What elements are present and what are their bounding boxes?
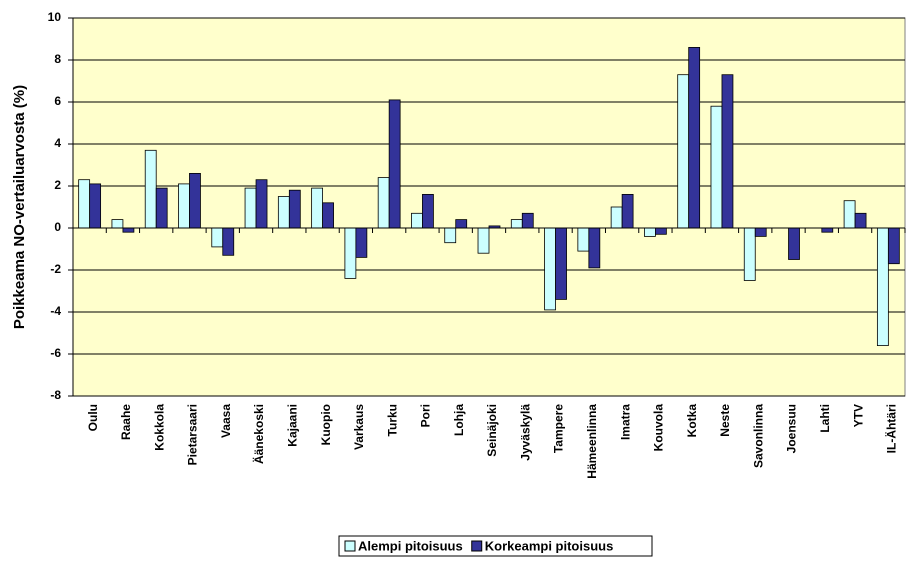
bar bbox=[211, 227, 224, 248]
x-tick-label: Hämeenlinna bbox=[585, 404, 599, 479]
x-tick-label: Tampere bbox=[552, 404, 566, 453]
bar bbox=[122, 227, 135, 233]
bar bbox=[144, 149, 157, 229]
y-tick-label: 4 bbox=[54, 136, 61, 150]
bar bbox=[155, 187, 168, 229]
legend-box bbox=[338, 535, 653, 557]
bar bbox=[422, 193, 434, 229]
x-tick-label: Kuopio bbox=[319, 404, 333, 445]
x-tick-label: Pietarsaari bbox=[186, 404, 200, 465]
bar bbox=[244, 187, 257, 229]
x-tick-label: Lahti bbox=[818, 404, 832, 433]
bar bbox=[821, 227, 834, 233]
bar bbox=[644, 227, 656, 237]
bar bbox=[477, 227, 490, 254]
bar bbox=[388, 99, 401, 229]
x-tick-label: Imatra bbox=[618, 404, 632, 440]
bar bbox=[222, 227, 235, 256]
bar bbox=[544, 227, 556, 311]
plot-area bbox=[72, 17, 906, 397]
bar bbox=[189, 172, 201, 229]
x-tick-label: Turku bbox=[385, 404, 399, 436]
y-tick-label: 6 bbox=[54, 94, 61, 108]
y-tick-label: 2 bbox=[54, 178, 61, 192]
bar bbox=[178, 183, 190, 229]
bar bbox=[754, 227, 767, 237]
x-tick-label: Neste bbox=[718, 404, 732, 437]
bar bbox=[288, 189, 301, 229]
bar bbox=[610, 206, 623, 229]
x-tick-label: Varkaus bbox=[352, 404, 366, 450]
y-axis-title: Poikkeama NO-vertailuarvosta (%) bbox=[11, 85, 28, 329]
bar bbox=[277, 196, 290, 229]
x-tick-label: Kokkola bbox=[152, 404, 166, 451]
y-tick-label: 8 bbox=[54, 52, 61, 66]
x-tick-label: Kotka bbox=[685, 404, 699, 438]
bar bbox=[521, 212, 534, 229]
bar bbox=[411, 212, 423, 229]
x-tick-label: IL-Ähtäri bbox=[884, 404, 899, 453]
bar bbox=[688, 47, 701, 229]
bar bbox=[843, 200, 856, 229]
y-tick-label: 0 bbox=[54, 220, 61, 234]
y-tick-label: -6 bbox=[50, 346, 61, 360]
bar bbox=[710, 105, 723, 229]
bar bbox=[743, 227, 756, 281]
x-tick-label: Joensuu bbox=[785, 404, 799, 453]
bar bbox=[444, 227, 457, 244]
x-tick-label: Jyväskylä bbox=[518, 404, 532, 461]
x-tick-label: Vaasa bbox=[219, 404, 233, 438]
bar bbox=[111, 219, 124, 229]
bar bbox=[89, 183, 102, 229]
bar bbox=[322, 202, 334, 229]
x-tick-label: Äänekoski bbox=[251, 404, 266, 464]
x-tick-label: Savonlinna bbox=[751, 404, 765, 468]
legend-swatch bbox=[471, 540, 483, 552]
legend-swatch bbox=[344, 540, 356, 552]
bar bbox=[510, 219, 523, 229]
bar bbox=[344, 227, 357, 279]
bar bbox=[78, 179, 91, 229]
x-tick-label: Kouvola bbox=[652, 404, 666, 452]
x-tick-label: YTV bbox=[851, 404, 865, 427]
legend-label: Alempi pitoisuus bbox=[358, 538, 463, 553]
y-tick-label: -4 bbox=[50, 304, 61, 318]
x-tick-label: Seinäjoki bbox=[485, 404, 499, 457]
bar bbox=[677, 74, 690, 229]
bar bbox=[854, 212, 867, 229]
x-tick-label: Kajaani bbox=[285, 404, 299, 447]
bar bbox=[788, 227, 800, 260]
bar bbox=[255, 179, 268, 229]
bar bbox=[721, 74, 734, 229]
legend-label: Korkeampi pitoisuus bbox=[485, 538, 614, 553]
x-tick-label: Pori bbox=[419, 404, 433, 427]
bar bbox=[455, 219, 468, 229]
bar bbox=[621, 193, 634, 229]
y-tick-label: -8 bbox=[50, 388, 61, 402]
bar bbox=[311, 187, 324, 229]
x-tick-label: Raahe bbox=[119, 404, 133, 440]
bar bbox=[887, 227, 900, 265]
bar bbox=[876, 227, 889, 346]
bar bbox=[377, 177, 390, 229]
bar bbox=[355, 227, 368, 258]
x-tick-label: Lohja bbox=[452, 404, 466, 436]
bar bbox=[555, 227, 567, 300]
bar bbox=[655, 227, 667, 235]
y-tick-label: -2 bbox=[50, 262, 61, 276]
y-tick-label: 10 bbox=[48, 10, 62, 24]
bar bbox=[577, 227, 590, 252]
bar bbox=[588, 227, 601, 269]
x-tick-label: Oulu bbox=[86, 404, 100, 431]
